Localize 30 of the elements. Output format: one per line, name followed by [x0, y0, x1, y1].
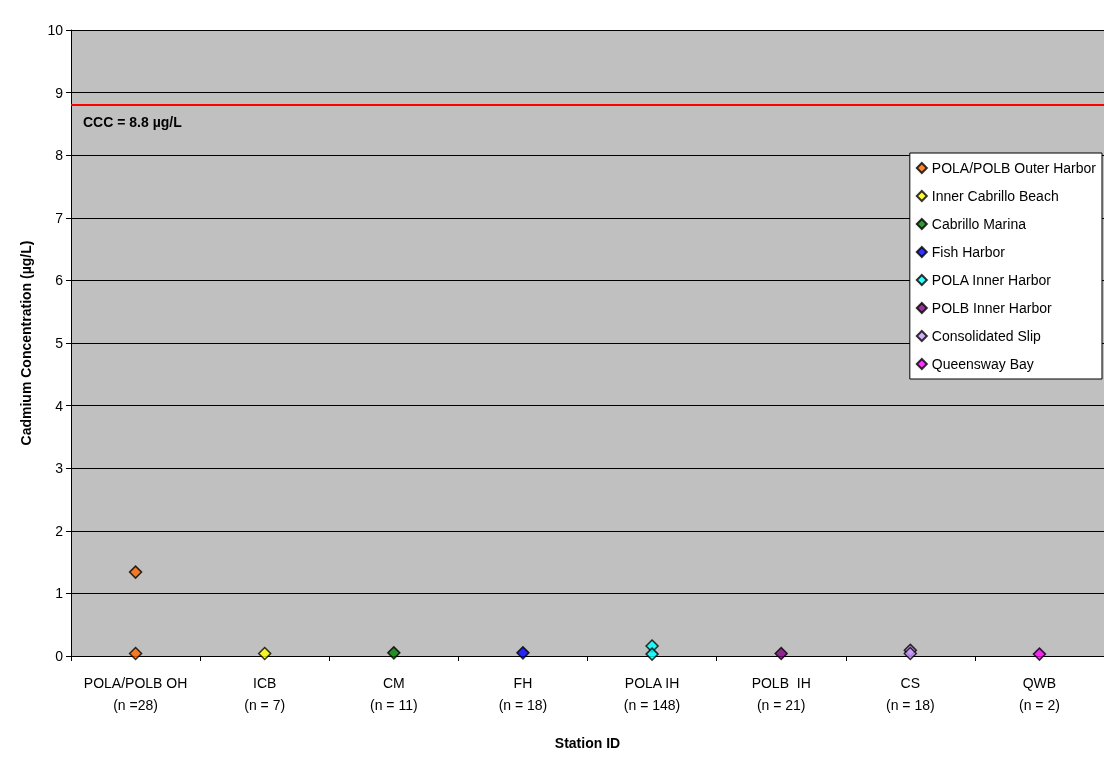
y-tick-label: 1	[55, 585, 64, 602]
x-tick-label: ICB (n = 7)	[244, 675, 286, 713]
x-tick-label: CM (n = 11)	[370, 675, 418, 713]
legend-label: Inner Cabrillo Beach	[931, 188, 1059, 204]
x-tick-label: CS (n = 18)	[885, 675, 935, 713]
y-tick-label: 2	[55, 522, 64, 539]
y-tick-label: 4	[55, 397, 64, 414]
legend-label: POLB Inner Harbor	[931, 300, 1052, 316]
y-tick-label: 7	[55, 209, 64, 226]
x-axis-title: Station ID	[554, 735, 621, 751]
y-tick-label: 10	[47, 22, 64, 38]
y-tick-label: 6	[55, 272, 64, 289]
y-tick-label: 9	[55, 84, 64, 101]
legend-label: Consolidated Slip	[931, 328, 1041, 344]
legend-label: POLA Inner Harbor	[931, 272, 1052, 288]
y-axis-title: Cadmium Concentration (µg/L)	[18, 240, 34, 446]
x-tick-label: POLB IH (n = 21)	[751, 675, 811, 713]
legend-label: POLA/POLB Outer Harbor	[931, 160, 1097, 176]
legend-label: Queensway Bay	[931, 356, 1034, 372]
y-tick-label: 8	[55, 147, 64, 164]
x-tick-label: QWB (n = 2)	[1019, 675, 1060, 713]
y-tick-label: 5	[55, 335, 64, 351]
x-tick-label: POLA IH (n = 148)	[623, 675, 681, 713]
y-tick-label: 3	[55, 460, 64, 477]
legend-label: Cabrillo Marina	[931, 216, 1027, 232]
y-tick-label: 0	[55, 648, 64, 664]
ref-line-label: CCC = 8.8 µg/L	[83, 114, 183, 131]
x-tick-label: FH (n = 18)	[498, 675, 548, 713]
legend-label: Fish Harbor	[931, 244, 1006, 260]
x-tick-label: POLA/POLB OH (n =28)	[83, 675, 188, 713]
